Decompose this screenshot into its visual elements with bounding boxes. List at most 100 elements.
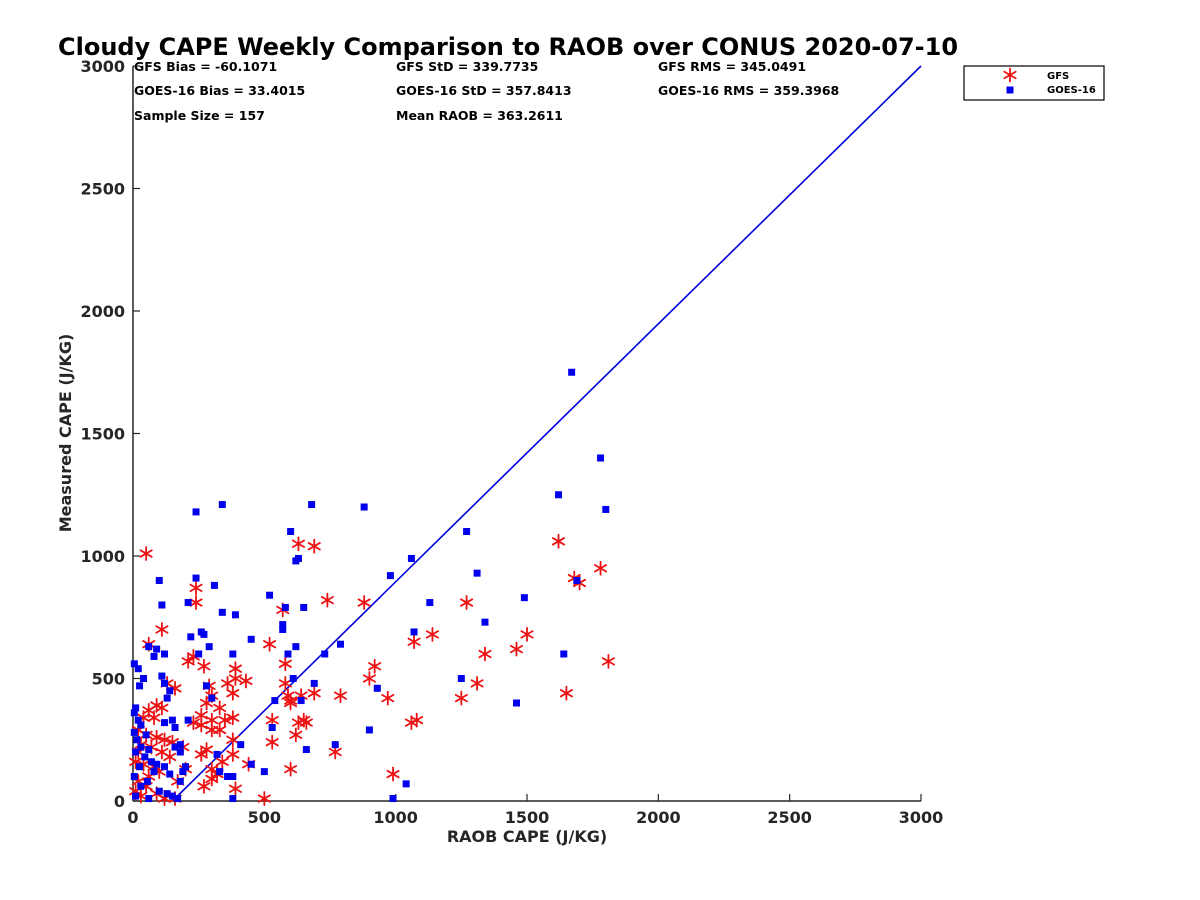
- gfs-point: [381, 690, 395, 706]
- legend-gfs-label: GFS: [1047, 71, 1069, 82]
- goes16-point: [287, 528, 295, 535]
- goes16-point: [192, 508, 200, 516]
- gfs-point: [181, 653, 195, 669]
- stat-mean-raob: Mean RAOB = 363.2611: [396, 108, 563, 123]
- goes16-point: [229, 650, 237, 658]
- goes16-point: [302, 746, 310, 754]
- x-tick-label: 2500: [767, 808, 812, 827]
- goes16-point: [602, 505, 610, 513]
- gfs-point: [551, 533, 566, 549]
- gfs-point: [289, 727, 303, 743]
- goes16-point: [145, 795, 153, 803]
- gfs-point: [307, 538, 321, 554]
- goes16-point: [205, 643, 213, 651]
- y-tick-label: 0: [114, 792, 125, 811]
- gfs-point: [284, 695, 298, 711]
- goes16-point: [137, 743, 145, 751]
- goes16-point: [247, 760, 255, 768]
- gfs-point: [299, 715, 313, 730]
- goes16-point: [184, 716, 192, 724]
- goes16-point: [184, 599, 192, 607]
- goes16-point: [130, 728, 138, 736]
- gfs-point: [407, 634, 421, 650]
- goes16-point: [145, 746, 153, 754]
- x-tick-label: 500: [248, 808, 281, 827]
- gfs-point: [509, 641, 524, 657]
- x-ticks: 0 500 1000 1500 2000 2500 3000: [127, 794, 943, 827]
- legend-box: [963, 65, 1105, 101]
- gfs-point: [205, 771, 219, 787]
- goes16-point: [171, 724, 179, 731]
- gfs-point: [155, 700, 169, 716]
- y-axis-label: Measured CAPE (J/KG): [56, 334, 75, 533]
- goes16-point: [132, 748, 140, 756]
- gfs-point: [215, 754, 229, 770]
- gfs-point: [226, 710, 240, 726]
- goes16-point: [140, 675, 148, 682]
- goes16-point: [176, 748, 184, 756]
- goes16-point: [229, 795, 237, 803]
- goes16-point: [555, 491, 563, 499]
- goes16-point: [136, 682, 144, 690]
- data-points: [129, 368, 615, 806]
- goes16-point: [473, 569, 481, 577]
- gfs-point: [520, 627, 534, 642]
- gfs-point: [470, 676, 484, 691]
- goes16-point: [229, 773, 237, 780]
- goes16-point: [174, 795, 182, 803]
- x-tick-label: 0: [127, 808, 138, 827]
- goes16-point: [266, 591, 274, 599]
- gfs-point: [410, 712, 424, 728]
- goes16-point: [268, 724, 276, 731]
- gfs-point: [228, 781, 242, 797]
- y-tick-label: 2500: [80, 180, 125, 199]
- gfs-point: [197, 778, 211, 794]
- y-tick-label: 1500: [80, 425, 125, 444]
- goes16-point: [568, 368, 576, 376]
- goes16-point: [292, 643, 300, 651]
- goes16-point: [281, 603, 289, 611]
- y-tick-label: 500: [92, 670, 125, 689]
- legend-goes16-marker: [1006, 86, 1014, 94]
- goes16-point: [145, 643, 153, 651]
- goes16-point: [457, 675, 465, 682]
- gfs-point: [213, 722, 227, 738]
- gfs-point: [460, 595, 474, 610]
- gfs-point: [189, 595, 203, 610]
- goes16-point: [161, 763, 169, 771]
- goes16-point: [195, 650, 203, 658]
- goes16-point: [133, 736, 141, 744]
- goes16-point: [143, 777, 151, 785]
- stat-goes16-bias: GOES-16 Bias = 33.4015: [134, 83, 305, 98]
- gfs-point: [257, 791, 271, 806]
- gfs-point: [265, 734, 279, 750]
- goes16-point: [247, 635, 255, 643]
- gfs-point: [200, 742, 214, 757]
- goes16-point: [130, 773, 138, 780]
- goes16-point: [132, 792, 140, 800]
- goes16-point: [218, 608, 226, 616]
- goes16-point: [360, 503, 368, 511]
- reference-line: [171, 65, 922, 802]
- gfs-point: [228, 661, 242, 677]
- goes16-point: [308, 501, 316, 509]
- goes16-point: [203, 682, 211, 690]
- gfs-point: [478, 646, 492, 662]
- gfs-point: [307, 685, 321, 701]
- gfs-point: [263, 636, 277, 652]
- gfs-point: [226, 685, 240, 701]
- goes16-point: [297, 697, 305, 705]
- goes16-point: [161, 719, 169, 727]
- goes16-point: [365, 726, 373, 734]
- goes16-point: [137, 782, 145, 790]
- gfs-point: [205, 722, 219, 738]
- gfs-point: [291, 536, 306, 552]
- goes16-point: [163, 790, 171, 798]
- goes16-point: [237, 741, 245, 749]
- goes16-point: [373, 684, 381, 692]
- gfs-point: [150, 729, 164, 745]
- gfs-point: [147, 710, 161, 726]
- gfs-point: [425, 627, 439, 642]
- goes16-point: [386, 572, 394, 580]
